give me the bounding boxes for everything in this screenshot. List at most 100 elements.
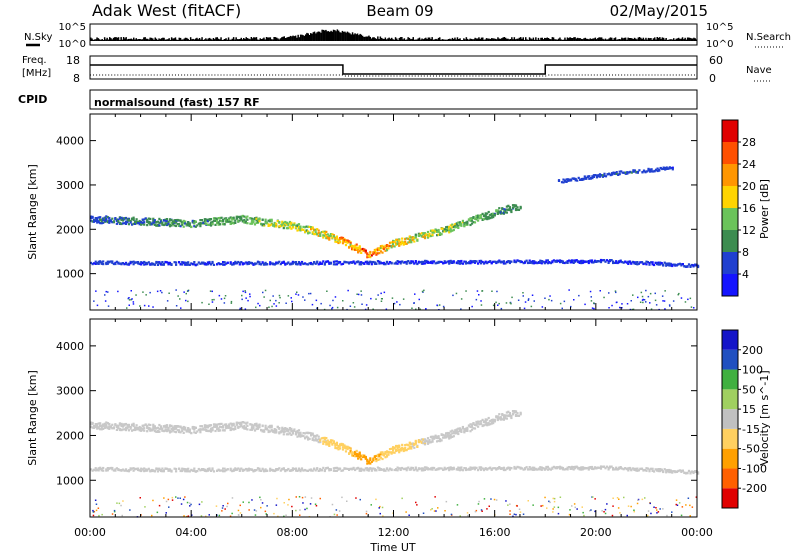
echo-cell	[402, 261, 405, 264]
echo-cell	[378, 262, 381, 265]
noise-cell	[179, 298, 181, 300]
echo-cell	[229, 220, 232, 223]
noise-cell	[333, 513, 336, 516]
echo-cell	[144, 469, 147, 472]
sky-sample	[263, 37, 265, 41]
echo-cell	[361, 247, 364, 251]
sky-sample	[249, 39, 251, 41]
sky-sample	[693, 37, 695, 41]
noise-cell	[626, 303, 629, 305]
sky-sample	[559, 37, 561, 41]
echo-cell	[404, 242, 407, 245]
sky-sample	[690, 38, 693, 41]
echo-cell	[284, 427, 287, 430]
echo-cell	[505, 414, 508, 417]
sky-sample	[135, 38, 137, 41]
echo-cell	[320, 437, 323, 440]
echo-cell	[650, 168, 653, 171]
sky-sample	[133, 37, 135, 41]
echo-cell	[182, 261, 185, 264]
echo-cell	[358, 249, 361, 252]
colorbar-segment	[722, 409, 738, 429]
echo-cell	[656, 263, 659, 266]
echo-cell	[448, 469, 451, 472]
nave-sample	[147, 74, 149, 76]
echo-cell	[219, 263, 222, 266]
sky-sample	[614, 37, 617, 41]
sky-sample	[499, 38, 502, 41]
echo-cell	[437, 439, 440, 442]
nave-sample	[627, 74, 629, 76]
sky-sample	[498, 38, 500, 41]
echo-cell	[252, 470, 255, 473]
echo-cell	[390, 451, 393, 454]
noise-cell	[353, 306, 356, 308]
echo-cell	[508, 260, 511, 263]
echo-cell	[346, 241, 349, 244]
cpid-panel-frame	[89, 89, 698, 110]
sky-sample	[475, 38, 478, 41]
echo-cell	[360, 454, 363, 457]
noise-cell	[279, 296, 281, 299]
echo-cell	[647, 169, 650, 172]
echo-cell	[592, 261, 595, 264]
sky-sample	[102, 40, 105, 41]
echo-cell	[678, 262, 681, 265]
echo-cell	[683, 265, 686, 268]
echo-cell	[126, 221, 129, 224]
echo-cell	[426, 440, 430, 443]
sky-sample	[474, 37, 476, 41]
echo-cell	[310, 228, 313, 231]
sky-sample	[107, 39, 110, 41]
echo-cell	[144, 468, 147, 471]
noise-cell	[583, 514, 585, 517]
echo-cell	[216, 217, 219, 220]
echo-cell	[203, 222, 206, 225]
noise-cell	[490, 498, 492, 500]
echo-cell	[367, 255, 370, 258]
echo-cell	[513, 205, 516, 208]
echo-cell	[282, 222, 285, 225]
echo-cell	[502, 417, 505, 420]
noise-cell	[645, 289, 647, 292]
y-tick-label: 2000	[56, 429, 84, 442]
echo-cell	[346, 239, 349, 242]
noise-cell	[548, 298, 550, 301]
echo-cell	[313, 228, 316, 231]
echo-cell	[470, 424, 474, 427]
echo-cell	[281, 222, 284, 225]
echo-cell	[328, 469, 331, 472]
noise-cell	[542, 504, 544, 507]
echo-cell	[223, 223, 226, 226]
noise-cell	[229, 515, 232, 517]
sky-sample	[413, 39, 416, 41]
echo-cell	[387, 262, 390, 265]
echo-cell	[495, 209, 498, 212]
noise-cell	[168, 292, 170, 294]
sky-sample	[487, 38, 489, 41]
echo-cell	[297, 228, 301, 231]
sky-sample	[174, 37, 177, 41]
echo-cell	[399, 467, 402, 470]
noise-cell	[94, 499, 97, 501]
echo-cell	[446, 260, 449, 263]
noise-cell	[475, 509, 478, 512]
sky-sample	[134, 39, 136, 41]
sky-sample	[594, 37, 597, 41]
sky-sample	[531, 39, 533, 41]
noise-cell	[687, 298, 689, 301]
echo-cell	[351, 468, 354, 471]
echo-cell	[332, 441, 335, 444]
echo-cell	[455, 430, 458, 433]
echo-cell	[636, 467, 639, 470]
echo-cell	[253, 423, 257, 426]
echo-cell	[96, 427, 99, 430]
echo-cell	[131, 423, 134, 427]
echo-cell	[99, 216, 102, 219]
echo-cell	[634, 469, 637, 472]
echo-cell	[352, 451, 355, 454]
echo-cell	[223, 470, 226, 473]
echo-cell	[463, 223, 466, 226]
nave-sample	[102, 74, 104, 76]
echo-cell	[398, 451, 401, 454]
